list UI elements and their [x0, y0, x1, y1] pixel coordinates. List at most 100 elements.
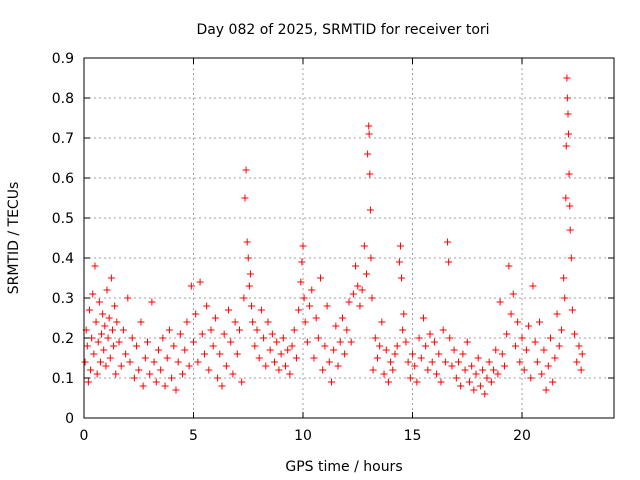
data-point [187, 282, 195, 290]
data-point [89, 290, 97, 298]
y-tick-label: 0.5 [52, 211, 74, 227]
data-point [214, 374, 222, 382]
data-point [310, 354, 318, 362]
data-point [81, 358, 89, 366]
x-tick-label: 20 [513, 428, 531, 444]
data-point [321, 342, 329, 350]
data-point [96, 358, 104, 366]
data-point [192, 310, 200, 318]
data-point [571, 330, 579, 338]
data-point [87, 366, 95, 374]
data-point [411, 362, 419, 370]
data-point [384, 378, 392, 386]
data-point [148, 298, 156, 306]
data-point [273, 338, 281, 346]
data-point [562, 142, 570, 150]
data-point [565, 170, 573, 178]
data-point [563, 74, 571, 82]
data-point [222, 362, 230, 370]
data-point [106, 354, 114, 362]
data-point [227, 338, 235, 346]
data-point [110, 342, 118, 350]
data-point [492, 346, 500, 354]
data-point [566, 202, 574, 210]
data-point [255, 354, 263, 362]
data-point [168, 374, 176, 382]
data-point [122, 350, 130, 358]
data-point [341, 350, 349, 358]
data-point [511, 342, 519, 350]
y-tick-label: 0.3 [52, 291, 74, 307]
data-point [542, 386, 550, 394]
data-point [387, 358, 395, 366]
data-point [476, 382, 484, 390]
data-point [349, 290, 357, 298]
data-point [124, 294, 132, 302]
data-point [490, 366, 498, 374]
data-point [216, 350, 224, 358]
data-point [566, 226, 574, 234]
data-point [279, 334, 287, 342]
data-point [360, 242, 368, 250]
data-point [363, 270, 371, 278]
data-point [575, 342, 583, 350]
data-point [514, 318, 522, 326]
data-point [455, 358, 463, 366]
data-point [364, 150, 372, 158]
data-point [84, 378, 92, 386]
data-point [533, 358, 541, 366]
data-point [176, 330, 184, 338]
data-point [356, 302, 364, 310]
data-point [240, 294, 248, 302]
data-point [94, 338, 102, 346]
data-point [85, 306, 93, 314]
data-point [336, 338, 344, 346]
data-point [468, 362, 476, 370]
data-point [470, 386, 478, 394]
data-point [104, 334, 112, 342]
y-tick-label: 0.8 [52, 91, 74, 107]
data-point [396, 242, 404, 250]
y-tick-label: 0.7 [52, 131, 74, 147]
data-point [365, 122, 373, 130]
y-tick-label: 0 [65, 411, 74, 427]
data-point [338, 314, 346, 322]
data-point [568, 306, 576, 314]
axis-layer: 0 0.1 0.2 0.3 0.4 0.5 0.6 0.7 0.8 0.9 0 5 10 15 20 [52, 51, 614, 444]
data-point [368, 294, 376, 302]
data-point [413, 378, 421, 386]
data-point [474, 354, 482, 362]
data-point [92, 318, 100, 326]
data-point [367, 254, 375, 262]
data-point [95, 298, 103, 306]
x-tick-label: 15 [404, 428, 422, 444]
data-point [345, 298, 353, 306]
data-point [472, 370, 480, 378]
data-point [108, 326, 116, 334]
data-point [323, 302, 331, 310]
data-point [347, 338, 355, 346]
data-point [128, 334, 136, 342]
data-point [200, 350, 208, 358]
data-point [306, 302, 314, 310]
data-point [380, 370, 388, 378]
data-point [133, 342, 141, 350]
data-point [400, 310, 408, 318]
data-point [371, 334, 379, 342]
data-point [404, 358, 412, 366]
data-point [544, 362, 552, 370]
data-point [446, 334, 454, 342]
data-point [262, 362, 270, 370]
data-point [246, 270, 254, 278]
data-point [520, 366, 528, 374]
data-point [211, 314, 219, 322]
data-point [144, 338, 152, 346]
data-point [546, 334, 554, 342]
data-point [376, 342, 384, 350]
data-point [551, 354, 559, 362]
data-point [500, 362, 508, 370]
data-point [225, 306, 233, 314]
data-point [555, 342, 563, 350]
data-point [452, 374, 460, 382]
